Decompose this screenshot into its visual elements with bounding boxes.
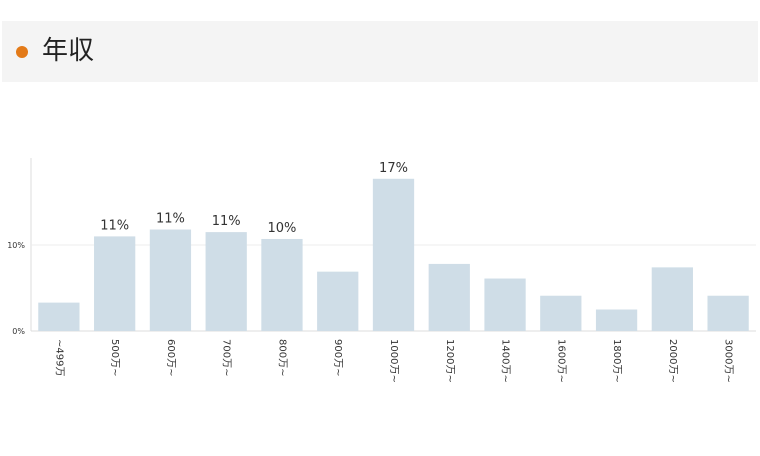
x-tick-label: 700万~ bbox=[221, 339, 232, 376]
bar bbox=[372, 178, 415, 331]
x-tick-label: 500万~ bbox=[109, 339, 120, 376]
data-label: 11% bbox=[156, 212, 185, 227]
bar bbox=[261, 238, 303, 331]
data-label: 10% bbox=[268, 221, 297, 236]
x-tick-label: ~499万 bbox=[53, 339, 64, 376]
bar bbox=[428, 263, 470, 331]
bullet-dot-icon bbox=[16, 46, 28, 58]
y-tick-label: 10% bbox=[7, 241, 25, 250]
x-tick-label: 1400万~ bbox=[500, 339, 511, 383]
data-label: 11% bbox=[212, 214, 241, 229]
bar bbox=[317, 271, 359, 331]
x-tick-label: 2000万~ bbox=[667, 339, 678, 383]
x-tick-label: 1600万~ bbox=[555, 339, 566, 383]
bar bbox=[38, 302, 80, 331]
bar bbox=[205, 232, 247, 331]
x-tick-label: 1800万~ bbox=[611, 339, 622, 383]
data-label: 17% bbox=[379, 161, 408, 176]
bar bbox=[707, 295, 749, 331]
x-tick-label: 600万~ bbox=[165, 339, 176, 376]
x-tick-label: 1000万~ bbox=[388, 339, 399, 383]
bar bbox=[540, 295, 582, 331]
data-label: 11% bbox=[100, 218, 129, 233]
x-tick-label: 3000万~ bbox=[723, 339, 734, 383]
section-title: 年収 bbox=[42, 36, 95, 66]
x-tick-label: 800万~ bbox=[276, 339, 287, 376]
bar bbox=[651, 267, 693, 331]
bar bbox=[149, 229, 192, 331]
bar bbox=[94, 236, 136, 331]
x-tick-label: 1200万~ bbox=[444, 339, 455, 383]
bar bbox=[595, 309, 638, 331]
bar bbox=[484, 278, 526, 331]
y-tick-label: 0% bbox=[12, 327, 25, 336]
section-header: 年収 bbox=[2, 21, 758, 82]
x-tick-label: 900万~ bbox=[332, 339, 343, 376]
